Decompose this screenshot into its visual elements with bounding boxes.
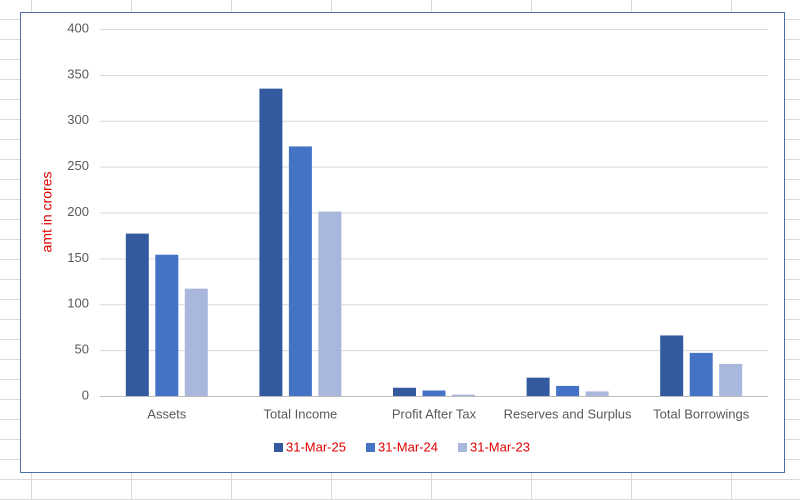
x-tick-label: Total Income bbox=[264, 406, 338, 421]
legend-swatch bbox=[274, 443, 283, 452]
bar bbox=[125, 233, 149, 396]
x-tick-label: Assets bbox=[147, 406, 187, 421]
legend-swatch bbox=[366, 443, 375, 452]
bar bbox=[259, 88, 283, 396]
bar bbox=[585, 391, 609, 396]
bar bbox=[452, 394, 475, 396]
bar bbox=[318, 211, 342, 396]
bar bbox=[526, 377, 550, 396]
bar bbox=[288, 146, 312, 396]
bar bbox=[660, 335, 684, 396]
bar bbox=[393, 387, 416, 396]
y-axis-label: amt in crores bbox=[39, 172, 55, 253]
y-tick-label: 350 bbox=[67, 66, 89, 81]
bar bbox=[155, 254, 179, 396]
bar bbox=[184, 288, 208, 396]
legend-label: 31-Mar-25 bbox=[286, 439, 346, 454]
x-tick-label: Profit After Tax bbox=[392, 406, 477, 421]
y-tick-label: 300 bbox=[67, 112, 89, 127]
legend-swatch bbox=[458, 443, 467, 452]
legend-label: 31-Mar-24 bbox=[378, 439, 438, 454]
y-tick-label: 200 bbox=[67, 204, 89, 219]
legend-label: 31-Mar-23 bbox=[470, 439, 530, 454]
y-tick-label: 400 bbox=[67, 20, 89, 35]
y-tick-label: 50 bbox=[75, 342, 89, 357]
y-tick-label: 250 bbox=[67, 158, 89, 173]
x-tick-label: Total Borrowings bbox=[653, 406, 750, 421]
bar bbox=[719, 363, 743, 396]
y-tick-label: 100 bbox=[67, 296, 89, 311]
bar bbox=[556, 385, 580, 396]
x-tick-label: Reserves and Surplus bbox=[504, 406, 632, 421]
bar bbox=[689, 352, 713, 396]
bar bbox=[422, 390, 446, 396]
y-tick-label: 150 bbox=[67, 250, 89, 265]
y-tick-label: 0 bbox=[82, 387, 89, 402]
